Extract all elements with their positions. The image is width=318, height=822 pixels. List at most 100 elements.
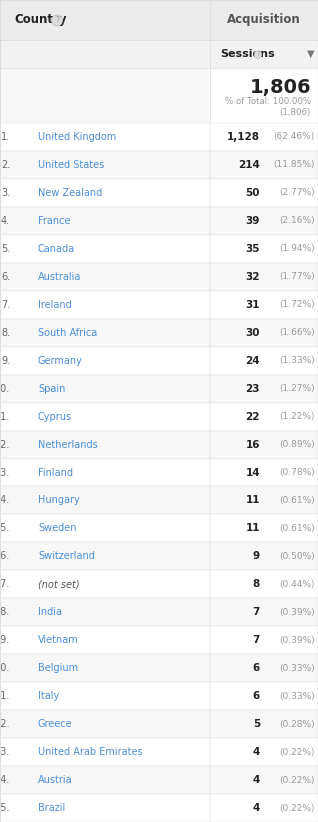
Text: New Zealand: New Zealand (38, 188, 102, 198)
Text: (not set): (not set) (38, 580, 80, 589)
Bar (210, 151, 318, 179)
Text: 9: 9 (253, 552, 260, 561)
Text: 17.: 17. (0, 580, 10, 589)
Text: (0.44%): (0.44%) (280, 580, 315, 589)
Bar (210, 235, 318, 263)
Text: 24.: 24. (0, 775, 10, 785)
Text: Australia: Australia (38, 272, 81, 282)
Text: Germany: Germany (38, 356, 83, 366)
Text: (0.22%): (0.22%) (280, 804, 315, 812)
Bar (210, 766, 318, 794)
Text: (0.22%): (0.22%) (280, 747, 315, 756)
Text: (62.46%): (62.46%) (274, 132, 315, 141)
Text: United Kingdom: United Kingdom (38, 132, 116, 142)
Text: Acquisition: Acquisition (227, 13, 301, 26)
Text: (2.16%): (2.16%) (280, 216, 315, 225)
Bar (210, 40, 318, 68)
Text: 5.: 5. (1, 244, 10, 254)
Bar (210, 431, 318, 459)
Text: 4: 4 (252, 747, 260, 757)
Text: ?: ? (55, 16, 59, 25)
Text: 39: 39 (245, 216, 260, 226)
Text: 15.: 15. (0, 524, 10, 533)
Text: 6: 6 (253, 663, 260, 673)
Bar (0, 151, 210, 179)
Text: Austria: Austria (38, 775, 73, 785)
Text: France: France (38, 216, 71, 226)
Text: 30: 30 (245, 328, 260, 338)
Bar (0, 626, 210, 654)
Bar (210, 375, 318, 403)
Bar (0, 654, 210, 682)
Bar (210, 626, 318, 654)
Bar (0, 263, 210, 291)
Text: 7.: 7. (1, 300, 10, 310)
Bar (0, 487, 210, 515)
Bar (210, 682, 318, 710)
Bar (0, 794, 210, 822)
Text: Sessions: Sessions (220, 49, 275, 59)
Text: 11: 11 (245, 496, 260, 506)
Text: 16: 16 (245, 440, 260, 450)
Text: (0.33%): (0.33%) (279, 663, 315, 672)
Bar (0, 375, 210, 403)
Text: Cyprus: Cyprus (38, 412, 72, 422)
Text: 1,806: 1,806 (249, 77, 311, 96)
Text: (0.50%): (0.50%) (279, 552, 315, 561)
Text: Hungary: Hungary (38, 496, 80, 506)
Bar (210, 570, 318, 598)
Text: (1,806): (1,806) (280, 109, 311, 118)
Bar (210, 515, 318, 543)
Text: Vietnam: Vietnam (38, 635, 79, 645)
Text: Country: Country (14, 13, 66, 26)
Text: (1.22%): (1.22%) (280, 412, 315, 421)
Text: (1.66%): (1.66%) (279, 328, 315, 337)
Text: 14.: 14. (0, 496, 10, 506)
Bar (0, 766, 210, 794)
Text: 16.: 16. (0, 552, 10, 561)
Text: Belgium: Belgium (38, 663, 78, 673)
Text: (1.33%): (1.33%) (279, 356, 315, 365)
Bar (210, 598, 318, 626)
Bar (210, 794, 318, 822)
Text: 4.: 4. (1, 216, 10, 226)
Bar (210, 291, 318, 319)
Text: (1.72%): (1.72%) (280, 300, 315, 309)
Bar (0, 235, 210, 263)
Text: 25.: 25. (0, 803, 10, 813)
Text: 1.: 1. (1, 132, 10, 142)
Text: 35: 35 (245, 244, 260, 254)
Bar (210, 459, 318, 487)
Text: ?: ? (256, 52, 260, 58)
Text: 4: 4 (252, 803, 260, 813)
Bar (210, 319, 318, 347)
Bar (210, 403, 318, 431)
Text: % of Total: 100.00%: % of Total: 100.00% (225, 98, 311, 107)
Text: Italy: Italy (38, 691, 59, 701)
Text: United States: United States (38, 160, 104, 170)
Bar (210, 68, 318, 123)
Bar (0, 403, 210, 431)
Text: (0.61%): (0.61%) (279, 496, 315, 505)
Bar (0, 738, 210, 766)
Text: 23: 23 (245, 384, 260, 394)
Bar (0, 598, 210, 626)
Text: South Africa: South Africa (38, 328, 97, 338)
Bar (210, 738, 318, 766)
Bar (210, 123, 318, 151)
Text: 214: 214 (238, 160, 260, 170)
Text: 1,128: 1,128 (227, 132, 260, 142)
Text: 7: 7 (252, 607, 260, 617)
Bar (0, 179, 210, 207)
Text: (0.39%): (0.39%) (279, 607, 315, 616)
Text: 31: 31 (245, 300, 260, 310)
Text: ▼: ▼ (307, 49, 315, 59)
Bar (0, 515, 210, 543)
Text: Finland: Finland (38, 468, 73, 478)
Text: (0.89%): (0.89%) (279, 440, 315, 449)
Text: Sweden: Sweden (38, 524, 77, 533)
Text: United Arab Emirates: United Arab Emirates (38, 747, 143, 757)
Text: 20.: 20. (0, 663, 10, 673)
Text: 9.: 9. (1, 356, 10, 366)
Text: (0.28%): (0.28%) (280, 719, 315, 728)
